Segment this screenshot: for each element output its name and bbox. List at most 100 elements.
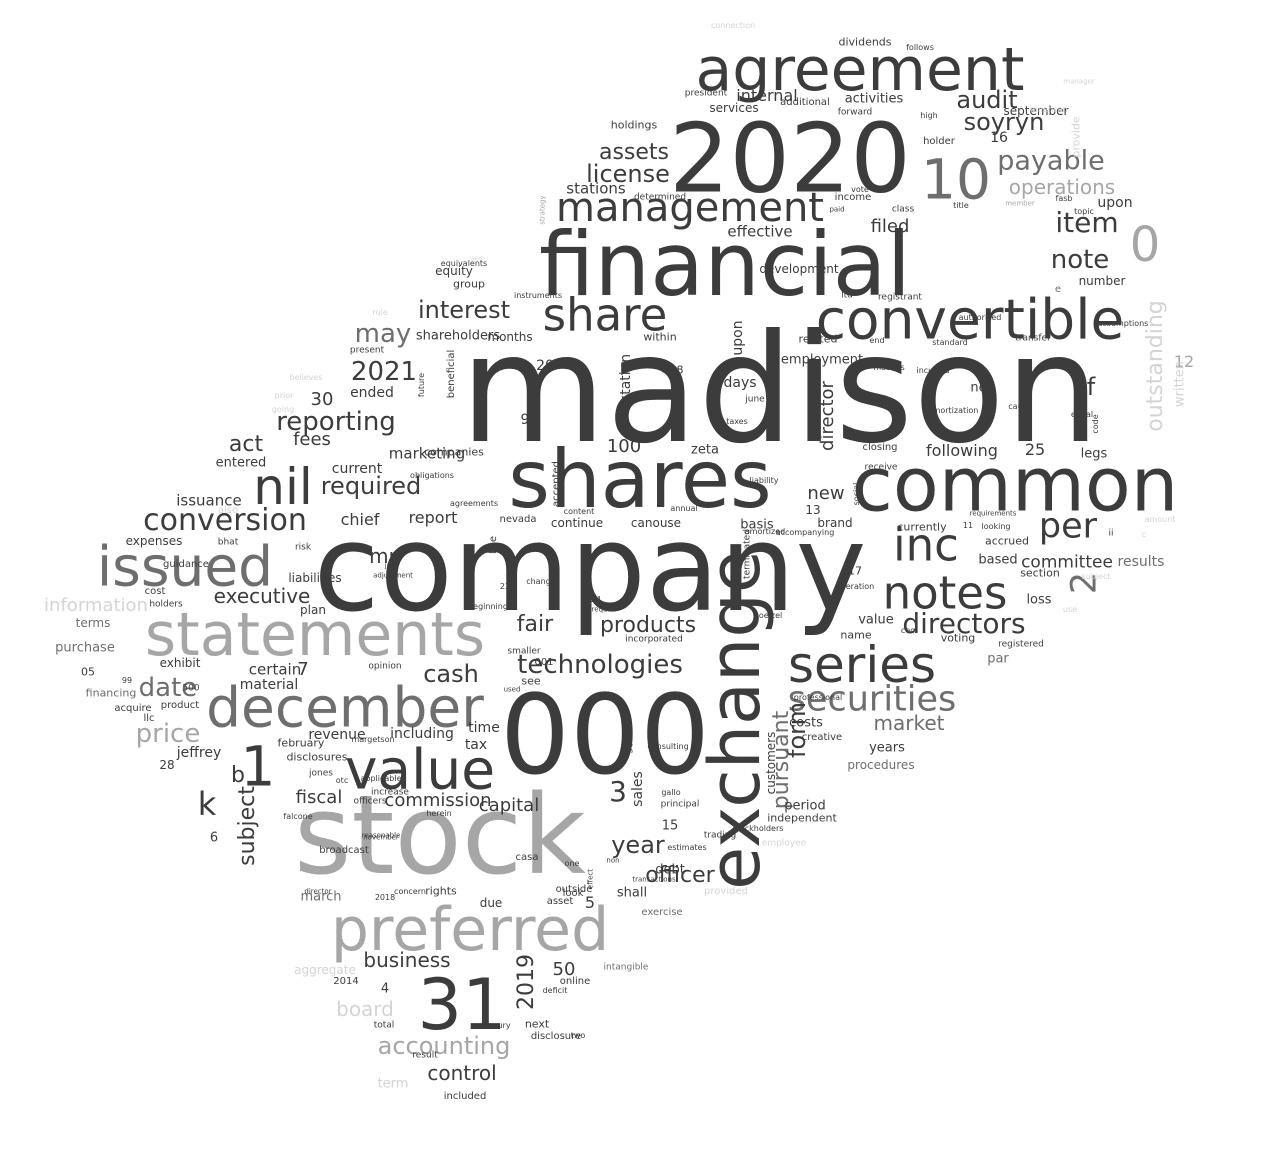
cloud-word: written: [1172, 360, 1188, 408]
cloud-word: consulting: [647, 742, 689, 751]
cloud-word: included: [443, 1091, 487, 1102]
cloud-word: february: [277, 736, 325, 750]
cloud-word: income: [834, 192, 872, 203]
cloud-word: online: [559, 976, 591, 987]
cloud-word: upon: [1097, 195, 1133, 211]
cloud-word: liabilities: [288, 571, 342, 585]
cloud-word: 2021: [350, 357, 418, 387]
cloud-word: 28: [159, 758, 175, 772]
cloud-word: believes: [289, 373, 323, 382]
cloud-word: rule: [372, 308, 388, 317]
cloud-word: paid: [829, 205, 845, 214]
cloud-word: shares: [508, 433, 772, 526]
cloud-word: manager: [1063, 77, 1095, 86]
cloud-word: trading: [703, 830, 737, 841]
cloud-word: exercise: [641, 907, 683, 918]
cloud-word: directors: [902, 607, 1026, 640]
cloud-word: beneficial: [446, 349, 457, 399]
cloud-word: liability: [749, 476, 779, 485]
cloud-word: costs: [789, 715, 823, 731]
cloud-word: reasonable: [361, 831, 401, 840]
cloud-word: use: [1062, 605, 1078, 614]
cloud-word: 12: [1173, 352, 1195, 371]
cloud-word: agreements: [449, 499, 499, 508]
cloud-word: 50: [552, 959, 576, 980]
cloud-word: march: [300, 889, 342, 905]
cloud-word: rights: [425, 884, 457, 898]
cloud-word: series: [787, 636, 937, 694]
cloud-word: par: [987, 651, 1009, 667]
cloud-word: fair: [516, 612, 554, 637]
cloud-word: term: [377, 1076, 409, 1092]
cloud-word: section: [1020, 566, 1060, 580]
cloud-word: obligations: [410, 471, 454, 480]
cloud-word: 20: [536, 358, 554, 374]
cloud-word: provide: [1069, 116, 1083, 158]
cloud-word: amount: [1144, 515, 1176, 524]
cloud-word: provided: [704, 886, 748, 897]
cloud-word: broadcast: [319, 845, 369, 856]
cloud-word: currently: [897, 520, 947, 534]
cloud-word: related: [798, 332, 838, 346]
cloud-word: incorporated: [625, 634, 683, 645]
cloud-word: non: [606, 856, 620, 865]
cloud-word: closing: [862, 442, 898, 453]
cloud-word: 11: [962, 521, 974, 530]
cloud-word: authorized: [958, 313, 1002, 322]
cloud-word: instruments: [513, 291, 563, 300]
cloud-word: used: [503, 685, 521, 694]
cloud-word: 24: [590, 595, 602, 604]
cloud-word: officers: [353, 796, 387, 807]
cloud-word: loss: [1026, 592, 1052, 608]
cloud-word: 4: [380, 981, 390, 997]
cloud-word: interest: [417, 296, 511, 324]
cloud-word: preferred: [330, 895, 610, 965]
cloud-word: stock: [294, 771, 586, 899]
cloud-word: mr: [369, 544, 397, 568]
cloud-word: including: [390, 726, 454, 742]
cloud-word: activities: [844, 91, 904, 107]
cloud-word: number: [1078, 274, 1126, 288]
cloud-word: debt: [655, 862, 685, 878]
cloud-word: outside: [555, 884, 593, 895]
cloud-word: effect: [586, 868, 595, 890]
cloud-word: employment: [780, 352, 864, 368]
cloud-word: one: [564, 859, 580, 868]
cloud-word: b: [231, 763, 245, 788]
cloud-word: share: [542, 288, 668, 342]
cloud-word: ceo: [900, 626, 916, 635]
cloud-word: fiscal: [295, 787, 343, 808]
cloud-word: basis: [740, 517, 774, 533]
cloud-word: payable: [997, 145, 1105, 177]
cloud-word: madison: [460, 303, 1100, 477]
cloud-word: vote: [851, 185, 869, 194]
cloud-word: officer: [645, 863, 715, 888]
cloud-word: acquisition: [808, 357, 817, 401]
cloud-word: sales: [630, 771, 646, 807]
cloud-word: value: [858, 612, 894, 628]
cloud-word: require: [591, 605, 617, 614]
cloud-word: accrued: [984, 534, 1030, 548]
cloud-word: brand: [817, 516, 853, 530]
cloud-word: asset: [546, 896, 574, 907]
cloud-word: 2014: [333, 976, 359, 987]
cloud-word: determined: [633, 192, 687, 203]
cloud-word: financing: [85, 686, 137, 700]
cloud-word: station: [618, 353, 634, 403]
cloud-word: procedures: [847, 758, 915, 772]
cloud-word: equivalents: [440, 259, 488, 268]
cloud-word: c: [1141, 530, 1147, 539]
cloud-word: holdings: [610, 118, 658, 132]
cloud-word: board: [336, 997, 394, 1021]
cloud-word: issued: [96, 534, 274, 599]
cloud-word: strategy: [538, 195, 547, 225]
cloud-word: falcone: [283, 812, 313, 821]
cloud-word: 3: [609, 775, 627, 808]
cloud-word: common: [851, 440, 1179, 529]
cloud-word: hoelzel: [753, 611, 783, 620]
cloud-word: dividends: [838, 35, 892, 49]
cloud-word: member: [1005, 199, 1035, 208]
cloud-word: december: [206, 675, 484, 740]
cloud-word: operation: [835, 582, 875, 591]
